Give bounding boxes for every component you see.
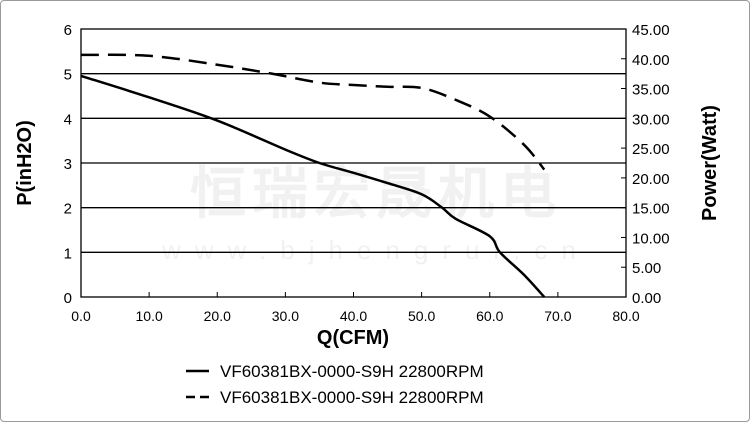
y2-tick-label: 35.00 bbox=[632, 82, 670, 99]
y2-axis-label: Power(Watt) bbox=[699, 105, 721, 221]
y2-tick-label: 30.00 bbox=[632, 111, 670, 128]
x-tick-label: 70.0 bbox=[544, 308, 571, 324]
x-tick-label: 50.0 bbox=[408, 308, 435, 324]
y-tick-label: 1 bbox=[64, 245, 72, 262]
y-tick-label: 0 bbox=[64, 290, 72, 307]
y-tick-label: 4 bbox=[64, 111, 72, 128]
watermark-url: www.bjhengrui.cn bbox=[161, 235, 590, 265]
y2-tick-label: 25.00 bbox=[632, 141, 670, 158]
y2-tick-label: 45.00 bbox=[632, 22, 670, 39]
power-curve bbox=[80, 53, 546, 171]
y-tick-label: 2 bbox=[64, 201, 72, 218]
x-tick-label: 0.0 bbox=[71, 308, 91, 324]
y2-tick-label: 10.00 bbox=[632, 230, 670, 247]
y-tick-label: 3 bbox=[64, 156, 72, 173]
x-tick-label: 30.0 bbox=[272, 308, 299, 324]
y2-tick-label: 5.00 bbox=[632, 260, 661, 277]
legend: VF60381BX-0000-S9H 22800RPM VF60381BX-00… bbox=[186, 362, 484, 407]
x-axis-label: Q(CFM) bbox=[317, 327, 389, 349]
x-tick-label: 40.0 bbox=[340, 308, 367, 324]
legend-label-power: VF60381BX-0000-S9H 22800RPM bbox=[220, 388, 484, 407]
watermark: 恒瑞宏晟机电 www.bjhengrui.cn bbox=[161, 162, 590, 265]
x-tick-label: 80.0 bbox=[612, 308, 639, 324]
y2-tick-label: 0.00 bbox=[632, 290, 661, 307]
y2-tick-label: 40.00 bbox=[632, 52, 670, 69]
y-tick-label: 5 bbox=[64, 67, 72, 84]
pressure-curve bbox=[80, 74, 546, 298]
y-axis-label: P(inH2O) bbox=[14, 120, 36, 206]
legend-label-pressure: VF60381BX-0000-S9H 22800RPM bbox=[220, 362, 484, 381]
x-tick-label: 20.0 bbox=[204, 308, 231, 324]
x-tick-label: 10.0 bbox=[136, 308, 163, 324]
y-tick-label: 6 bbox=[64, 22, 72, 39]
x-tick-label: 60.0 bbox=[476, 308, 503, 324]
watermark-cn: 恒瑞宏晟机电 bbox=[190, 162, 562, 225]
plot-frame bbox=[80, 28, 627, 298]
y2-tick-label: 15.00 bbox=[632, 201, 670, 218]
y2-tick-label: 20.00 bbox=[632, 171, 670, 188]
